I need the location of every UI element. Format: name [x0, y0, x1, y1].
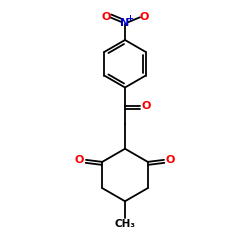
Text: +: + [126, 14, 133, 22]
Text: O: O [140, 12, 149, 22]
Text: N: N [120, 18, 130, 28]
Text: O: O [75, 155, 84, 165]
Text: O: O [142, 101, 151, 111]
Text: O: O [101, 12, 110, 22]
Text: O: O [166, 155, 175, 165]
Text: CH₃: CH₃ [114, 219, 136, 229]
